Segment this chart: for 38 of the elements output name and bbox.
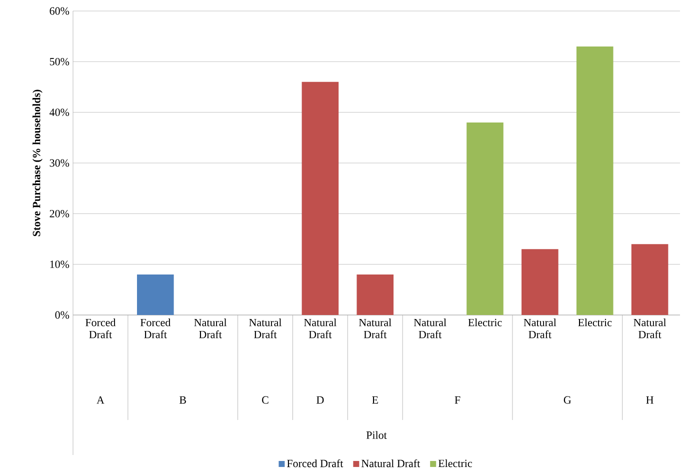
text: D (316, 396, 324, 404)
y-tick-label: 60% (50, 7, 70, 15)
text: F (454, 396, 460, 404)
x-tick-label: Forced Draft (86, 318, 116, 338)
y-tick-label: 0% (55, 311, 70, 319)
y-tick-label: 30% (50, 159, 70, 167)
bar (356, 274, 394, 315)
bar (631, 244, 668, 315)
bar (466, 122, 504, 315)
bar (576, 46, 614, 315)
y-tick-label: 50% (50, 58, 70, 66)
y-axis-title: Stove Purchase (% households) (32, 90, 42, 236)
x-tick-label: Natural Draft (634, 318, 666, 338)
text: H (646, 396, 654, 404)
text: G (564, 396, 572, 404)
legend-label: Forced Draft (287, 459, 344, 468)
text: Pilot (366, 431, 387, 439)
y-tick-label: 20% (50, 210, 70, 218)
x-tick-label: Forced Draft (140, 318, 171, 338)
y-tick-label: 10% (50, 260, 70, 268)
legend-label: Natural Draft (361, 459, 420, 468)
x-tick-label: Electric (468, 318, 502, 326)
x-tick-label: Natural Draft (304, 318, 336, 338)
x-tick-label: Natural Draft (414, 318, 446, 338)
bar (522, 249, 558, 315)
x-tick-label: Natural Draft (249, 318, 282, 338)
text: C (262, 396, 268, 404)
x-tick-label: Electric (578, 318, 612, 326)
text: B (180, 396, 186, 404)
bar (302, 82, 339, 315)
x-tick-label: Natural Draft (358, 318, 392, 338)
x-tick-label: Natural Draft (194, 318, 227, 338)
legend-label: Electric (438, 459, 472, 468)
bar (136, 274, 174, 315)
x-tick-label: Natural Draft (524, 318, 556, 338)
text: E (372, 396, 378, 404)
y-tick-label: 40% (50, 108, 70, 116)
text: A (96, 396, 104, 404)
